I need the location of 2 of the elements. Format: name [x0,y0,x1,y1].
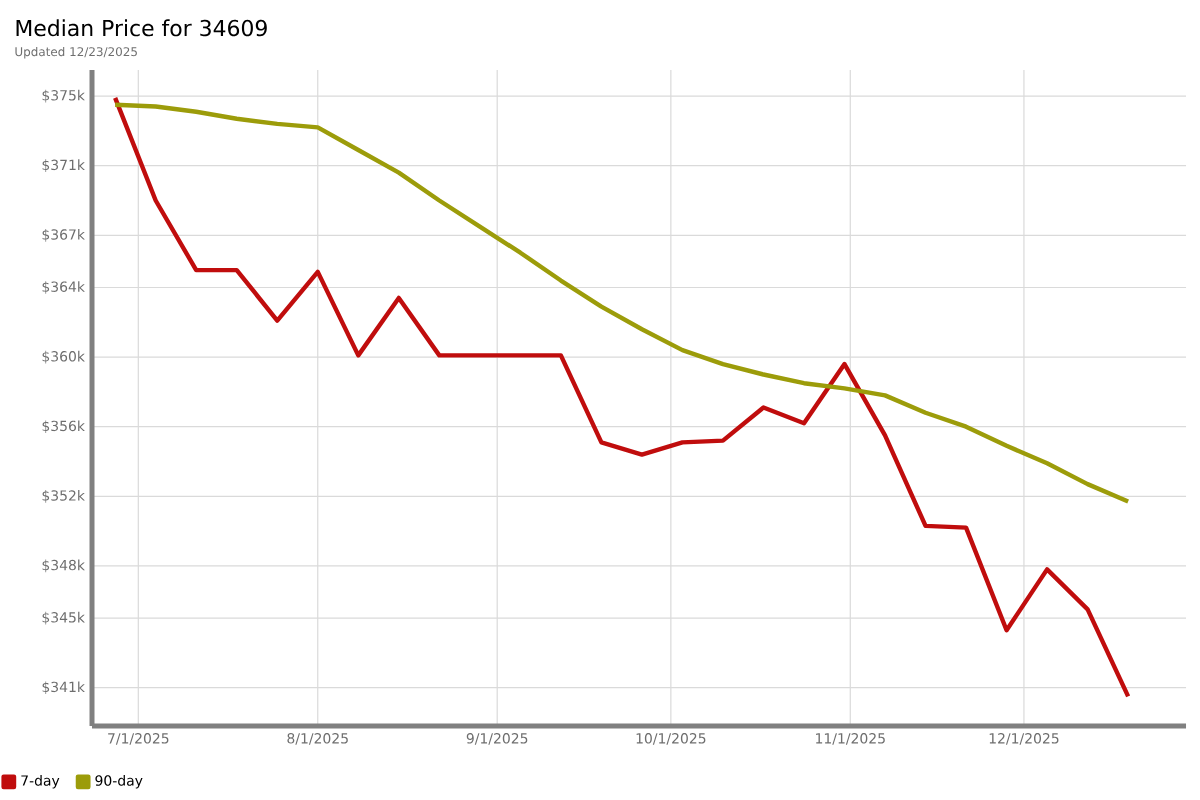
line-series [112,102,1131,504]
chart-title: Median Price for 34609 [16,19,267,37]
